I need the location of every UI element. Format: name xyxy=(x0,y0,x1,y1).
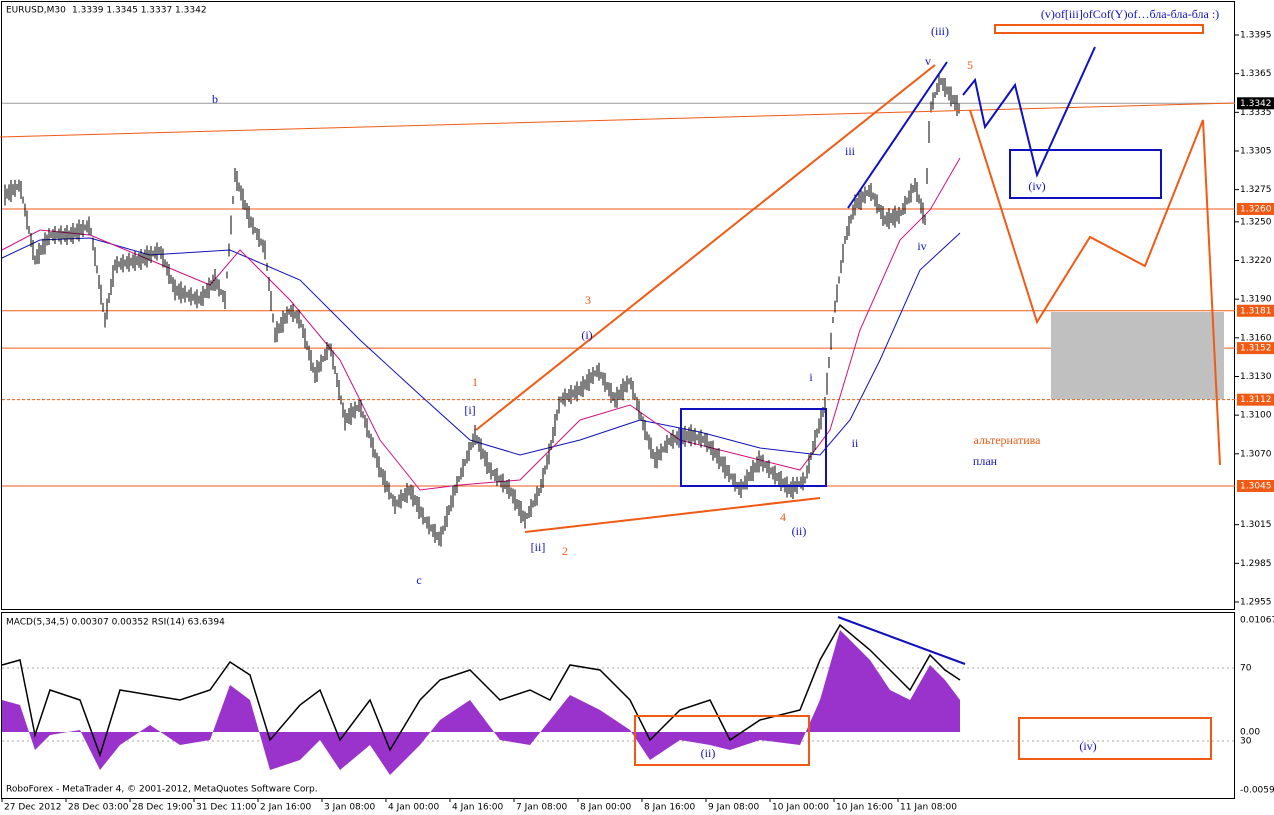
orange-line xyxy=(475,64,936,431)
wave-label: 5 xyxy=(967,58,973,72)
ma-slow xyxy=(1,232,961,456)
price-label: 1.3100 xyxy=(1240,411,1272,421)
time-label: 27 Dec 2012 xyxy=(4,803,62,813)
wave-note: (v)of[iii]ofCof(Y)of…бла-бла-бла :) xyxy=(1041,7,1219,21)
symbol: EURUSD,M30 xyxy=(6,6,66,16)
blue-box xyxy=(1009,149,1162,199)
time-label: 8 Jan 16:00 xyxy=(644,803,696,813)
main-frame xyxy=(1,1,1235,610)
level-tag xyxy=(1237,480,1274,493)
orange-line xyxy=(524,497,821,533)
wave-label: (i) xyxy=(581,328,592,342)
wave-label: [i] xyxy=(464,403,475,417)
time-label: 2 Jan 16:00 xyxy=(260,803,312,813)
wave-label: 2 xyxy=(562,544,568,558)
level-label: 1.3260 xyxy=(1240,204,1272,214)
time-label: 10 Jan 00:00 xyxy=(772,803,829,813)
time-label: 31 Dec 11:00 xyxy=(196,803,257,813)
time-label: 28 Dec 03:00 xyxy=(68,803,129,813)
wave-label: (ii) xyxy=(792,524,807,538)
wave-label: iii xyxy=(845,144,856,158)
orange-line xyxy=(0,102,1236,138)
wave-label: 4 xyxy=(780,510,786,524)
time-label: 9 Jan 08:00 xyxy=(708,803,760,813)
wave-label: 1 xyxy=(472,375,478,389)
orange-forecast xyxy=(969,109,1221,466)
time-label: 4 Jan 00:00 xyxy=(388,803,440,813)
ma-fast xyxy=(1,157,961,491)
wave-label: [ii] xyxy=(531,540,546,554)
blue-box xyxy=(680,408,827,487)
level-tag xyxy=(1237,97,1274,110)
time-label: 11 Jan 08:00 xyxy=(900,803,957,813)
wave-label: (iii) xyxy=(931,24,949,38)
time-label: 7 Jan 08:00 xyxy=(516,803,568,813)
wave-label: альтернатива xyxy=(974,433,1042,447)
macd-histogram xyxy=(2,630,960,775)
time-label: 4 Jan 16:00 xyxy=(452,803,504,813)
time-label: 3 Jan 08:00 xyxy=(324,803,376,813)
orange-box xyxy=(634,715,810,766)
price-label: 1.3220 xyxy=(1240,256,1272,266)
level-label: 1.3342 xyxy=(1240,99,1272,109)
level-label: 1.3181 xyxy=(1240,306,1272,316)
price-label: 1.3365 xyxy=(1240,69,1272,79)
level-tag xyxy=(1237,304,1274,317)
wave-label: план xyxy=(973,454,998,468)
indicator-axis-label: -0.00596 xyxy=(1240,786,1274,796)
blue-line xyxy=(847,61,948,209)
wave-label: b xyxy=(212,92,218,106)
wave-label: c xyxy=(416,573,421,587)
price-label: 1.3160 xyxy=(1240,333,1272,343)
target-zone xyxy=(1051,312,1224,399)
price-label: 1.2955 xyxy=(1240,597,1272,607)
indicator-axis-label: 70 xyxy=(1240,664,1252,674)
ohlc: 1.3339 1.3345 1.3337 1.3342 xyxy=(72,6,207,16)
wave-label: ii xyxy=(852,436,859,450)
wave-label: v xyxy=(925,54,931,68)
level-tag xyxy=(1237,342,1274,355)
indicator-axis-label: 30 xyxy=(1240,737,1252,747)
price-label: 1.3250 xyxy=(1240,217,1272,227)
level-label: 1.3112 xyxy=(1240,395,1272,405)
indicator-axis-label: 0.00 xyxy=(1240,728,1260,738)
price-label: 1.3190 xyxy=(1240,295,1272,305)
price-label: 1.3015 xyxy=(1240,520,1272,530)
time-label: 8 Jan 00:00 xyxy=(580,803,632,813)
wave-label: 3 xyxy=(585,293,591,307)
indicator-wave-label: (ii) xyxy=(701,746,716,760)
indicator-frame xyxy=(1,612,1235,799)
level-label: 1.3045 xyxy=(1240,482,1272,492)
price-label: 1.3130 xyxy=(1240,372,1272,382)
indicator-axis-label: 0.01067 xyxy=(1240,616,1274,626)
indicator-wave-label: (iv) xyxy=(1079,739,1096,753)
footer: RoboForex - MetaTrader 4, © 2001-2012, M… xyxy=(6,785,318,795)
price-label: 1.2985 xyxy=(1240,559,1272,569)
wave-label: i xyxy=(809,370,813,384)
price-label: 1.3335 xyxy=(1240,108,1272,118)
note-box xyxy=(994,24,1204,34)
blue-trendline xyxy=(837,616,966,665)
blue-forecast xyxy=(962,46,1096,179)
price-label: 1.3305 xyxy=(1240,146,1272,156)
time-label: 28 Dec 19:00 xyxy=(132,803,193,813)
rsi-line xyxy=(1,623,961,758)
time-label: 10 Jan 16:00 xyxy=(836,803,893,813)
price-label: 1.3395 xyxy=(1240,31,1272,41)
price-label: 1.3275 xyxy=(1240,185,1272,195)
wave-label: (iv) xyxy=(1028,179,1045,193)
price-label: 1.3070 xyxy=(1240,449,1272,459)
level-label: 1.3152 xyxy=(1240,344,1272,354)
orange-box xyxy=(1018,717,1212,760)
wave-label: iv xyxy=(917,239,926,253)
indicator-title: MACD(5,34,5) 0.00307 0.00352 RSI(14) 63.… xyxy=(6,618,225,628)
level-tag xyxy=(1237,202,1274,215)
level-tag xyxy=(1237,393,1274,406)
